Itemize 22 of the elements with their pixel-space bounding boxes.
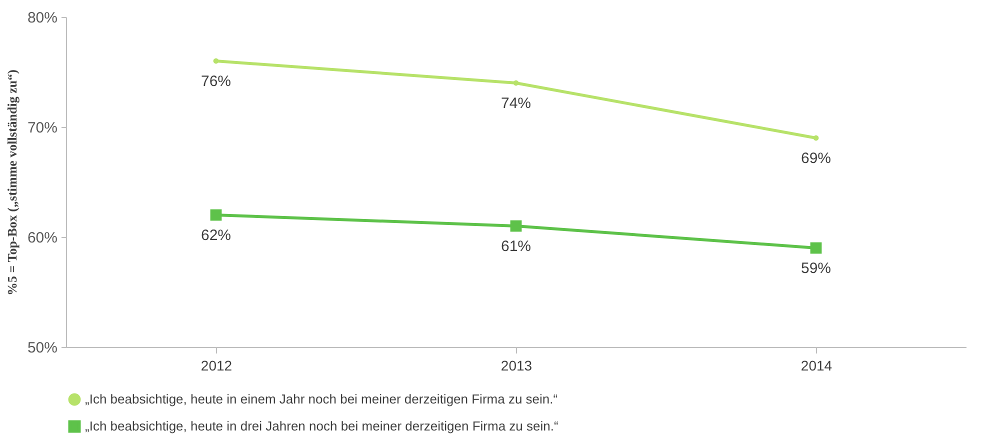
data-label: 74% bbox=[500, 95, 532, 112]
y-axis-title: %5 = Top-Box („stimme vollständig zu“) bbox=[4, 70, 20, 296]
legend-label: „Ich beabsichtige, heute in drei Jahren noch bei meiner derzeitigen Firma zu sein.“ bbox=[85, 418, 558, 434]
point bbox=[813, 135, 819, 141]
data-label: 62% bbox=[200, 227, 232, 244]
data-label: 76% bbox=[200, 73, 232, 90]
data-label: 59% bbox=[800, 260, 832, 277]
data-label: 69% bbox=[800, 150, 832, 167]
point bbox=[213, 58, 219, 64]
y-tick-label: 80% bbox=[27, 10, 58, 26]
y-tick-label: 70% bbox=[27, 120, 58, 136]
y-tick-label: 60% bbox=[27, 230, 58, 246]
point bbox=[510, 220, 522, 232]
legend-label: „Ich beabsichtige, heute in einem Jahr noch bei meiner derzeitigen Firma zu sein.“ bbox=[85, 392, 558, 406]
x-tick-label: 2012 bbox=[200, 358, 232, 374]
x-tick-label: 2013 bbox=[500, 358, 532, 374]
y-tick-label: 50% bbox=[27, 340, 58, 356]
data-label: 61% bbox=[500, 238, 532, 255]
point bbox=[513, 80, 519, 86]
point bbox=[210, 209, 222, 221]
point bbox=[810, 242, 822, 254]
x-tick-label: 2014 bbox=[800, 358, 832, 374]
